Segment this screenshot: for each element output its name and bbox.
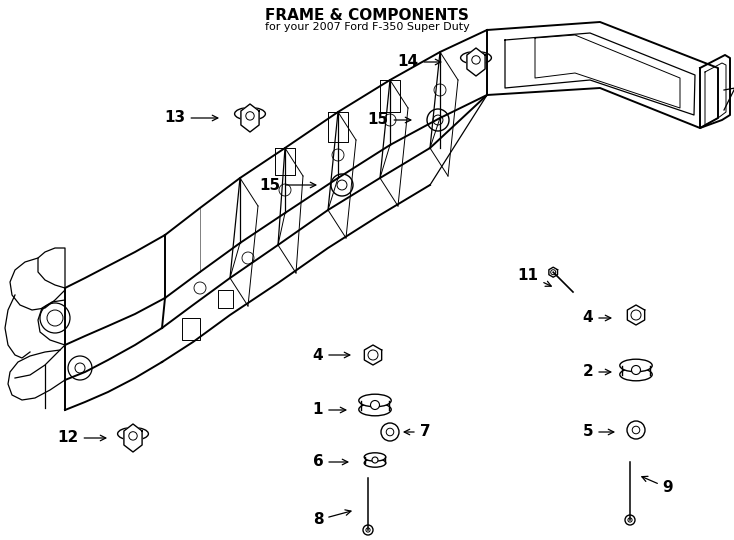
Circle shape	[386, 428, 393, 436]
Text: for your 2007 Ford F-350 Super Duty: for your 2007 Ford F-350 Super Duty	[265, 22, 469, 32]
Text: 7: 7	[404, 424, 430, 440]
Ellipse shape	[364, 453, 386, 461]
Text: 11: 11	[517, 267, 551, 286]
Text: 5: 5	[0, 539, 1, 540]
Ellipse shape	[461, 51, 491, 64]
Circle shape	[625, 515, 635, 525]
Circle shape	[371, 401, 379, 409]
Circle shape	[550, 269, 556, 275]
Text: FRAME & COMPONENTS: FRAME & COMPONENTS	[265, 8, 469, 23]
Circle shape	[331, 174, 353, 196]
Circle shape	[627, 421, 645, 439]
Polygon shape	[467, 48, 485, 76]
Circle shape	[427, 109, 449, 131]
Circle shape	[128, 431, 137, 440]
Circle shape	[433, 115, 443, 125]
Ellipse shape	[619, 368, 653, 381]
Bar	[218, 290, 233, 308]
Polygon shape	[628, 305, 644, 325]
Text: 5: 5	[583, 424, 614, 440]
Circle shape	[246, 112, 254, 120]
Ellipse shape	[359, 394, 391, 407]
Circle shape	[366, 528, 370, 532]
Text: 1: 1	[313, 402, 346, 417]
Ellipse shape	[364, 459, 386, 467]
Text: 12: 12	[57, 430, 106, 445]
Circle shape	[472, 56, 480, 64]
Circle shape	[628, 518, 632, 522]
Polygon shape	[241, 104, 259, 132]
Text: 15: 15	[368, 112, 411, 127]
Circle shape	[632, 426, 640, 434]
Text: 2: 2	[583, 364, 611, 380]
Text: 10: 10	[0, 539, 1, 540]
Text: 4: 4	[0, 539, 1, 540]
Ellipse shape	[235, 107, 266, 120]
Bar	[182, 318, 200, 340]
Ellipse shape	[117, 428, 148, 440]
Text: 8: 8	[313, 510, 351, 528]
Circle shape	[381, 423, 399, 441]
Circle shape	[368, 350, 378, 360]
Polygon shape	[364, 345, 382, 365]
Circle shape	[631, 310, 641, 320]
Ellipse shape	[359, 403, 391, 416]
Text: 9: 9	[642, 476, 673, 496]
Polygon shape	[549, 267, 558, 277]
Text: 6: 6	[313, 455, 348, 469]
Polygon shape	[124, 424, 142, 452]
Text: 3: 3	[0, 539, 1, 540]
Circle shape	[337, 180, 347, 190]
Ellipse shape	[619, 359, 653, 372]
Circle shape	[363, 525, 373, 535]
Text: 15: 15	[259, 178, 316, 192]
Text: 4: 4	[583, 310, 611, 326]
Circle shape	[372, 457, 378, 463]
Circle shape	[631, 366, 641, 375]
Text: 14: 14	[397, 55, 441, 70]
Text: 13: 13	[164, 111, 218, 125]
Text: 4: 4	[313, 348, 350, 362]
